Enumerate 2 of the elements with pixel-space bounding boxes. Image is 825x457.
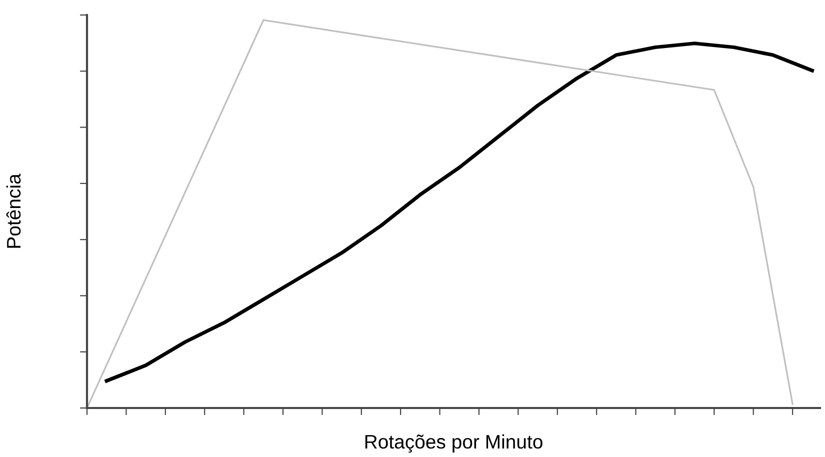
x-axis-title: Rotações por Minuto — [365, 434, 542, 453]
y-axis-title: Potência — [6, 174, 21, 248]
